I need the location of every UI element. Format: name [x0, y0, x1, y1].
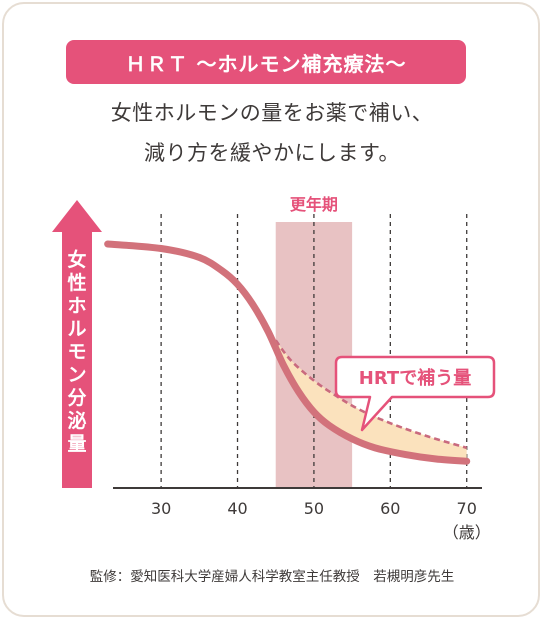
hrt-callout-label: HRTで補う量: [359, 367, 471, 389]
gridlines: [160, 214, 468, 488]
x-tick-labels: 30 40 50 60 70: [151, 499, 477, 518]
hrt-supplement-area: [275, 340, 467, 462]
hrt-callout-bubble: [334, 355, 496, 432]
x-axis-unit-label: （歳）: [443, 523, 491, 542]
hrt-callout: HRTで補う量: [334, 355, 496, 432]
x-tick-label-60: 60: [380, 499, 400, 518]
title-banner: ＨＲＴ ～ホルモン補充療法～: [66, 40, 466, 84]
x-tick-label-50: 50: [304, 499, 324, 518]
x-tick-label-40: 40: [227, 499, 247, 518]
title-text: ＨＲＴ ～ホルモン補充療法～: [125, 51, 407, 76]
natural-hormone-curve: [104, 240, 471, 465]
x-tick-label-70: 70: [457, 499, 477, 518]
subtitle-line-2: 減り方を緩やかにします。: [144, 141, 400, 165]
y-axis-label: 女性ホルモン分泌量: [67, 248, 86, 455]
x-tick-label-30: 30: [151, 499, 171, 518]
hrt-dashed-line: [274, 339, 468, 450]
subtitle-line-1: 女性ホルモンの量をお薬で補い、: [110, 101, 434, 125]
supervisor-credit: 監修：愛知医科大学産婦人科学教室主任教授 若槻明彦先生: [89, 569, 455, 585]
menopause-band: [275, 222, 353, 488]
y-axis-arrow: [52, 200, 102, 488]
menopause-band-label: 更年期: [290, 195, 338, 214]
